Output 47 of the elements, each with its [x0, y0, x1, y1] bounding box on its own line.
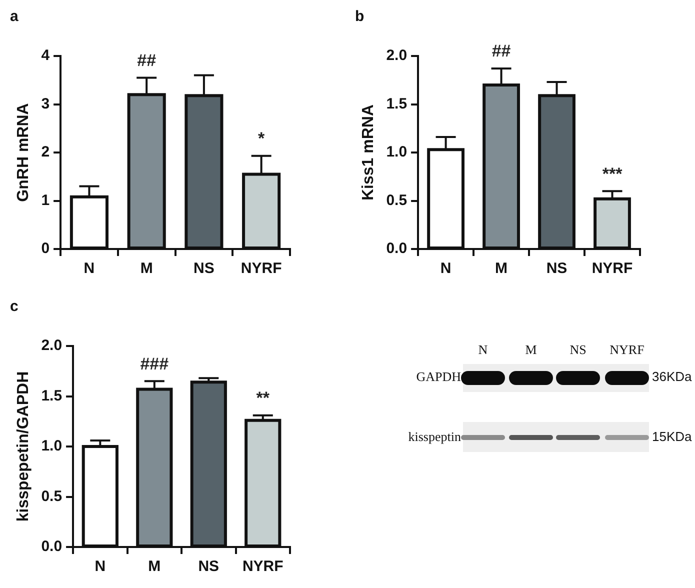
y-axis-title: Kiss1 mRNA [360, 104, 378, 201]
x-tick-label: N [84, 260, 95, 278]
x-tick-label: M [148, 558, 161, 576]
y-tick-label: 1.0 [41, 438, 62, 455]
y-tick-label: 0.0 [41, 538, 62, 556]
y-tick-label: 4 [41, 47, 50, 64]
annotation: ## [137, 50, 157, 70]
y-tick-label: 0.5 [386, 192, 408, 209]
annotation: * [258, 129, 266, 148]
y-tick-label: 2.0 [41, 337, 62, 354]
x-tick-label: NS [198, 558, 220, 576]
y-tick-label: 2.0 [386, 47, 408, 64]
category-label: NYRF [608, 342, 646, 358]
annotation: ** [256, 388, 270, 408]
text: 36KDa [652, 369, 692, 384]
y-tick-label: 1.5 [41, 387, 62, 404]
text: GAPDH [416, 369, 461, 385]
y-tick-label: 1.5 [386, 95, 408, 112]
y-tick-label: 2 [41, 144, 50, 161]
x-tick-label: M [495, 260, 508, 278]
x-tick-label: N [94, 558, 106, 576]
x-tick-label: NYRF [592, 260, 633, 278]
text: kisspeptin [408, 429, 461, 445]
category-label: NS [568, 342, 588, 358]
x-tick-label: NYRF [242, 558, 284, 576]
x-tick-label: NYRF [240, 260, 282, 278]
y-tick-label: 0 [41, 240, 50, 258]
y-axis-title: kisspepetin/GAPDH [15, 371, 32, 522]
y-tick-label: 0.5 [41, 488, 62, 505]
x-tick-label: NS [546, 260, 568, 278]
chart-title: b [355, 8, 364, 26]
y-tick-label: 1.0 [386, 144, 408, 161]
annotation: ## [492, 42, 512, 61]
y-tick-label: 0.0 [386, 240, 408, 258]
text: 15KDa [652, 429, 692, 444]
category-label: M [524, 342, 538, 358]
y-tick-label: 3 [41, 95, 50, 112]
chart-title: c [10, 298, 18, 316]
chart-title: a [10, 8, 19, 26]
x-tick-label: N [440, 260, 452, 278]
y-axis-title: GnRH mRNA [15, 102, 32, 202]
annotation: *** [602, 164, 623, 184]
annotation: ### [140, 354, 170, 374]
y-tick-label: 1 [41, 192, 50, 209]
x-tick-label: NS [194, 260, 214, 278]
category-label: N [477, 342, 489, 358]
x-tick-label: M [140, 260, 153, 278]
